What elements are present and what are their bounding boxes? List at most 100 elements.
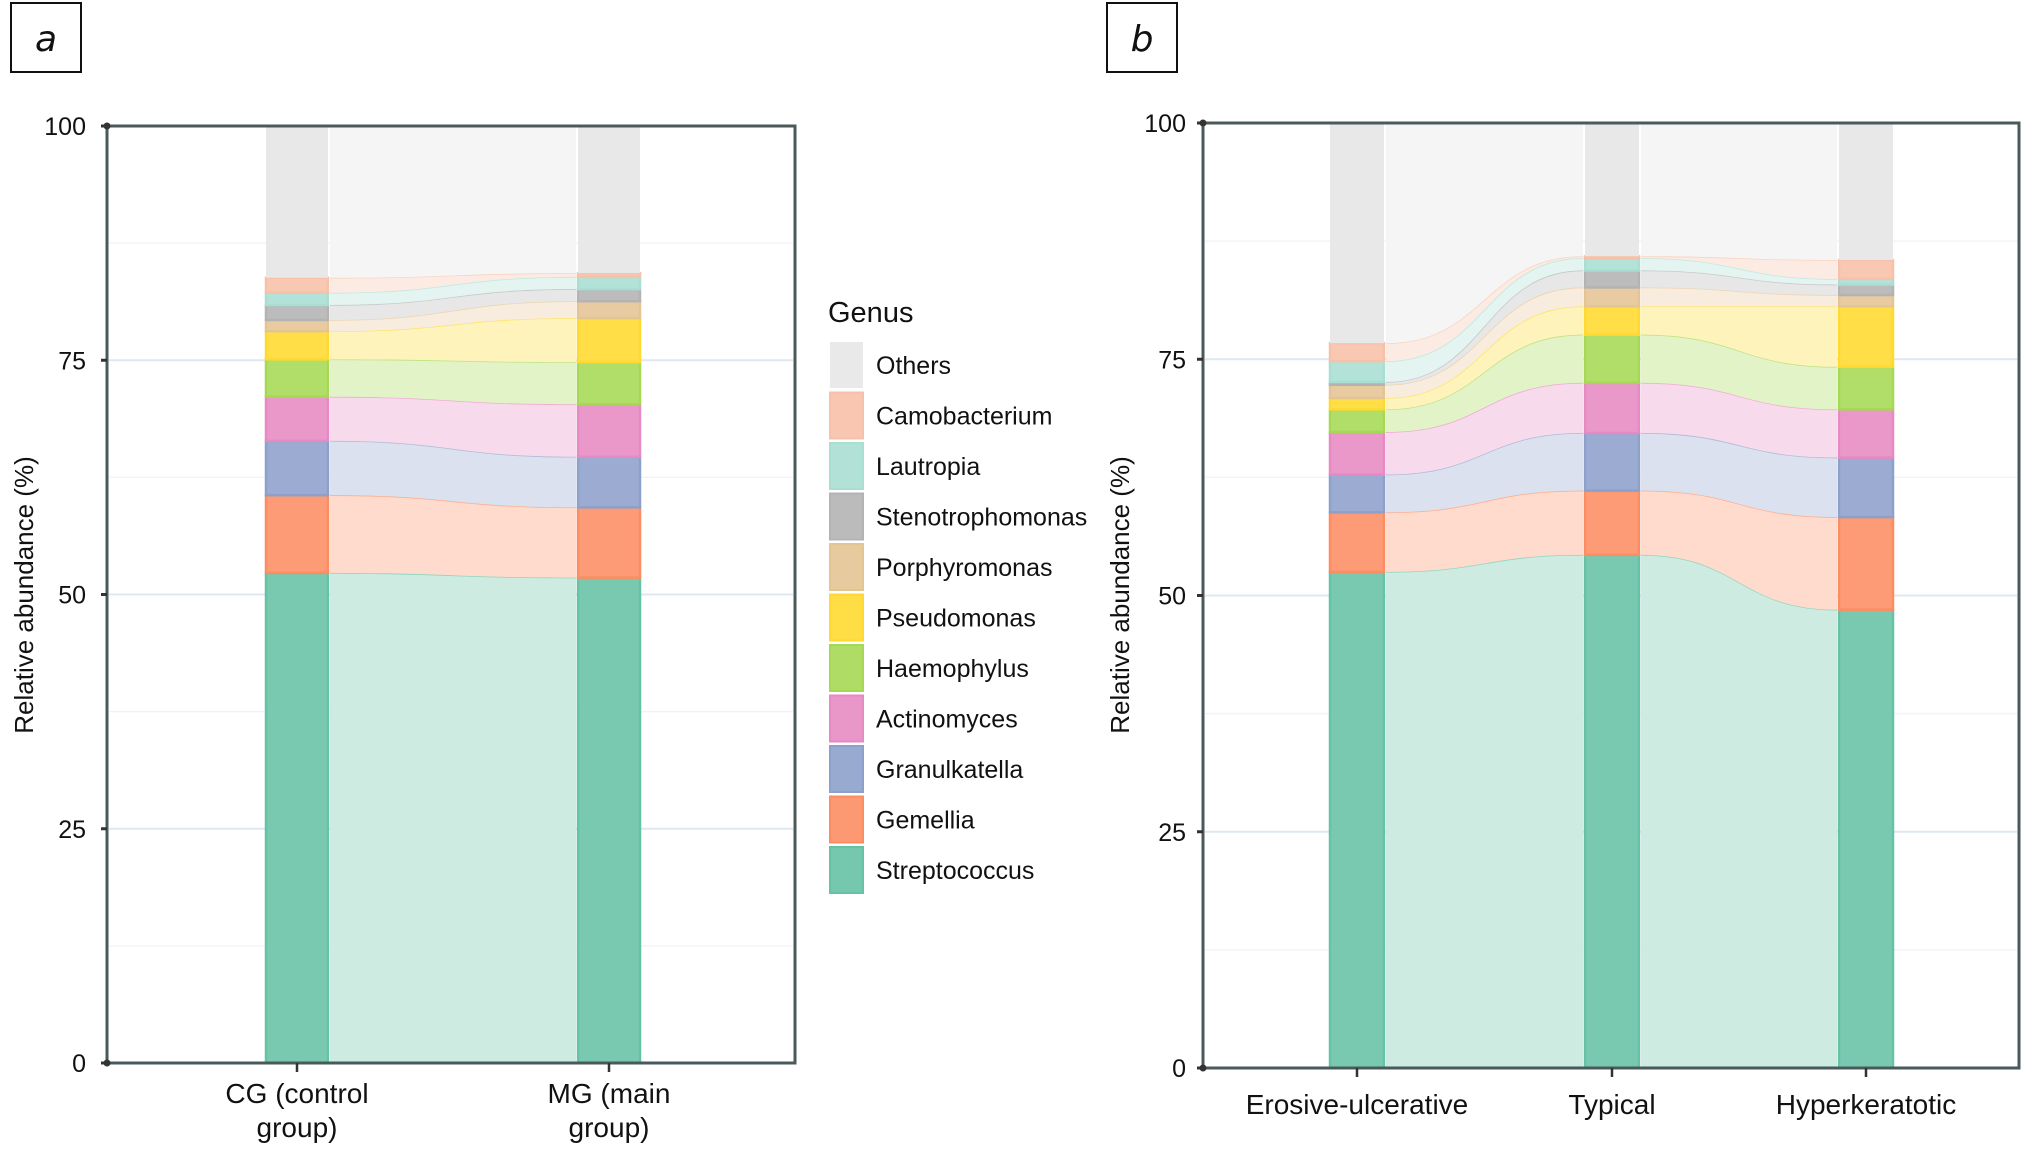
bar-segment-porphyromonas-mg-main-group xyxy=(576,299,642,320)
bar-segment-streptococcus-cg-control-group xyxy=(264,571,330,1065)
y-tick-label: 75 xyxy=(58,347,86,375)
bar-segment-stenotrophomonas-mg-main-group xyxy=(576,287,642,303)
bar-segment-haemophylus-typical xyxy=(1583,333,1641,385)
bar-segment-camobacterium-cg-control-group xyxy=(264,276,330,295)
bar-segment-porphyromonas-typical xyxy=(1583,286,1641,308)
bar-segment-gemellia-mg-main-group xyxy=(576,506,642,579)
legend-label: Camobacterium xyxy=(876,403,1052,431)
flow-lautropia-2 xyxy=(1641,258,1837,285)
panel-a-category-labels: CG (control group)MG (main group) xyxy=(225,1063,670,1143)
bar-segment-lautropia-cg-control-group xyxy=(264,291,330,307)
legend-label: Pseudomonas xyxy=(876,605,1036,633)
bar-segment-pseudomonas-cg-control-group xyxy=(264,329,330,361)
flow-porphyromonas-1 xyxy=(330,301,576,332)
bar-segment-granulkatella-typical xyxy=(1583,431,1641,492)
flow-actinomyces-1 xyxy=(1386,382,1583,475)
x-category-label-line: Typical xyxy=(1568,1089,1655,1120)
bar-segment-others-hyperkeratotic xyxy=(1839,123,1893,261)
x-category-label-line: group) xyxy=(569,1112,650,1143)
flow-stenotrophomonas-1 xyxy=(1386,270,1583,385)
panel-tag-a-label: a xyxy=(35,19,57,60)
bar-segment-others-typical xyxy=(1585,123,1639,257)
bar-segment-camobacterium-mg-main-group xyxy=(576,271,642,279)
bar-segment-streptococcus-hyperkeratotic xyxy=(1837,608,1895,1070)
flow-edge-streptococcus-1 xyxy=(329,572,577,579)
bar-segment-others-erosive-ulcerative xyxy=(1330,122,1384,344)
bar-segment-actinomyces-cg-control-group xyxy=(264,395,330,443)
bar-segment-haemophylus-hyperkeratotic xyxy=(1837,365,1895,411)
flow-stenotrophomonas-1 xyxy=(330,289,576,320)
legend-title: Genus xyxy=(828,297,913,329)
legend-swatch-porphyromonas xyxy=(829,543,864,591)
bar-segment-porphyromonas-cg-control-group xyxy=(264,318,330,333)
legend-swatch-others xyxy=(830,342,863,388)
panel-b-category-labels: Erosive-ulcerative Typical Hyperkeratotic xyxy=(1246,1068,1957,1120)
bar-segment-haemophylus-erosive-ulcerative xyxy=(1328,408,1386,434)
legend-item-granulkatella: Granulkatella xyxy=(829,745,1023,793)
bar-segment-gemellia-erosive-ulcerative xyxy=(1328,511,1386,574)
bar-segment-actinomyces-erosive-ulcerative xyxy=(1328,430,1386,476)
panel-tag-b: b xyxy=(1106,2,1178,73)
panel-b-chart: 0 25 50 75 100 Erosive-ulcerative Typical Hype… xyxy=(1105,110,2021,1120)
bar-segment-stenotrophomonas-typical xyxy=(1583,269,1641,289)
flow-haemophylus-1 xyxy=(330,359,576,405)
x-category-label-line: group) xyxy=(257,1112,338,1143)
flow-gemellia-2 xyxy=(1641,490,1837,610)
flow-granulkatella-1 xyxy=(330,440,576,508)
legend: Genus Others Camobacterium Lautropia Stenot… xyxy=(828,297,1087,894)
legend-swatch-stenotrophomonas xyxy=(829,492,864,541)
legend-swatch-pseudomonas xyxy=(829,593,864,642)
flow-camobacterium-1 xyxy=(330,273,576,293)
x-category-label-typical: Typical xyxy=(1568,1089,1655,1120)
y-tick-label: 50 xyxy=(58,582,86,610)
panel-b-tick-labels: 0 25 50 75 100 xyxy=(1144,110,1203,1083)
y-tick-label: 100 xyxy=(1144,110,1186,138)
flow-actinomyces-2 xyxy=(1641,382,1837,458)
legend-item-lautropia: Lautropia xyxy=(829,442,980,490)
legend-swatch-gemellia xyxy=(829,795,864,844)
bar-segment-gemellia-hyperkeratotic xyxy=(1837,515,1895,611)
legend-item-gemellia: Gemellia xyxy=(829,795,975,844)
legend-item-haemophylus: Haemophylus xyxy=(829,644,1029,692)
x-category-label-line: Erosive-ulcerative xyxy=(1246,1089,1469,1120)
bar-segment-actinomyces-hyperkeratotic xyxy=(1837,408,1895,459)
legend-label: Porphyromonas xyxy=(876,554,1052,582)
flow-streptococcus-2 xyxy=(1641,554,1837,1068)
bar-segment-actinomyces-typical xyxy=(1583,381,1641,435)
legend-item-others: Others xyxy=(830,342,951,388)
flow-haemophylus-1 xyxy=(1386,334,1583,433)
bar-segment-camobacterium-erosive-ulcerative xyxy=(1328,341,1386,363)
flow-streptococcus-1 xyxy=(330,572,576,1063)
legend-label: Gemellia xyxy=(876,807,975,835)
legend-label: Actinomyces xyxy=(876,706,1018,734)
bar-segment-granulkatella-mg-main-group xyxy=(576,455,642,509)
bar-segment-lautropia-typical xyxy=(1583,256,1641,272)
legend-label: Lautropia xyxy=(876,453,980,481)
x-category-label-hyperkeratotic: Hyperkeratotic xyxy=(1776,1089,1957,1120)
flow-gemellia-1 xyxy=(1386,490,1583,572)
legend-swatch-camobacterium xyxy=(829,391,864,440)
bar-segment-granulkatella-cg-control-group xyxy=(264,439,330,497)
x-category-label-mg-main-group: MG (main group) xyxy=(548,1078,671,1143)
flow-gemellia-1 xyxy=(330,495,576,578)
panel-tag-b-label: b xyxy=(1131,19,1154,60)
legend-item-actinomyces: Actinomyces xyxy=(829,694,1018,743)
flow-stenotrophomonas-2 xyxy=(1641,270,1837,295)
flow-actinomyces-1 xyxy=(330,396,576,457)
flow-pseudomonas-1 xyxy=(1386,306,1583,410)
bar-segment-porphyromonas-hyperkeratotic xyxy=(1837,293,1895,308)
panel-tag-a: a xyxy=(10,2,82,73)
bar-segment-others-cg-control-group xyxy=(266,126,328,278)
legend-item-stenotrophomonas: Stenotrophomonas xyxy=(829,492,1087,541)
bar-segment-gemellia-cg-control-group xyxy=(264,493,330,575)
flow-camobacterium-2 xyxy=(1641,256,1837,279)
legend-swatch-streptococcus xyxy=(829,846,864,894)
legend-item-porphyromonas: Porphyromonas xyxy=(829,543,1052,591)
x-category-label-line: Hyperkeratotic xyxy=(1776,1089,1957,1120)
flow-porphyromonas-2 xyxy=(1641,287,1837,307)
legend-item-streptococcus: Streptococcus xyxy=(829,846,1034,894)
flow-streptococcus-1 xyxy=(1386,554,1583,1068)
legend-swatch-granulkatella xyxy=(829,745,864,793)
